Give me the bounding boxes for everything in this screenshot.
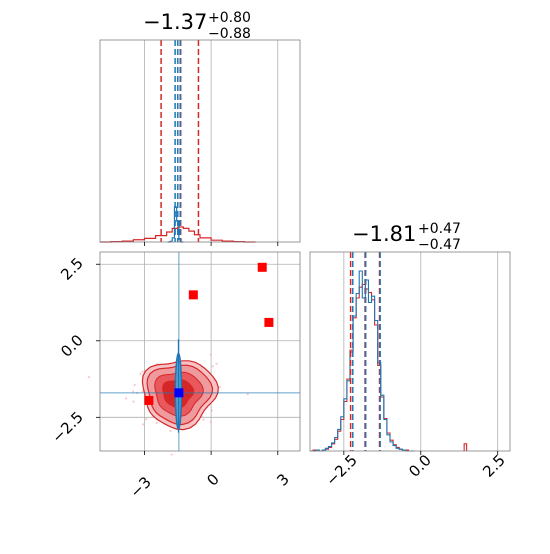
title-param-1-minus: −0.88 [208,26,251,42]
outlier-marker [257,262,267,272]
sample-point [211,365,214,368]
title-param-2-plus: +0.47 [418,221,461,237]
marginal-histogram-param-1 [99,39,301,246]
sample-point [125,397,128,400]
title-param-2-value: −1.81 [352,222,416,246]
sample-point [87,376,91,379]
sample-point [132,400,135,403]
panel-frame [99,251,301,452]
sample-point [155,421,158,424]
contour-ytick-label: 0.0 [57,331,87,361]
title-param-2: −1.81 +0.47 −0.47 [352,221,461,253]
sample-point [141,370,144,373]
marginal-2-xtick-label: −2.5 [322,451,360,489]
contour-xtick-label: −3 [126,473,154,501]
sample-point [215,362,218,365]
histogram-blue [310,270,415,452]
sample-point [218,386,222,389]
contour-xtick-label: 3 [273,470,292,489]
outlier-marker [264,317,274,327]
contour-xtick-label: 0 [203,470,222,489]
histogram-red [100,226,256,243]
true-value-marker [174,388,184,398]
panel-frame [309,251,511,452]
sample-point [209,353,212,356]
sample-point [210,409,214,412]
outlier-marker [144,395,154,405]
marginal-histogram-param-2 [309,251,511,455]
title-param-1-value: −1.37 [143,10,207,34]
contour-panel [87,251,301,456]
title-param-1: −1.37 +0.80 −0.88 [143,10,251,42]
contour-ytick-label: 2.5 [57,254,87,284]
title-param-2-minus: −0.47 [418,237,461,253]
title-param-1-plus: +0.80 [208,10,251,26]
outlier-marker [188,290,198,300]
sample-point [141,390,144,393]
marginal-2-xtick-label: 0.0 [405,451,435,481]
sample-point [133,383,136,387]
sample-point [209,420,212,424]
contour-ytick-label: −2.5 [48,408,86,446]
sample-point [202,418,205,421]
sample-point [246,393,249,396]
sample-point [170,453,173,456]
histogram-outlier-bar [463,443,468,451]
sample-point [139,372,142,375]
marginal-2-xtick-label: 2.5 [479,451,509,481]
sample-point [169,429,172,433]
panel-frame [99,39,301,243]
histogram-red [310,283,415,452]
sample-point [132,390,135,393]
sample-point [142,423,145,426]
sample-point [145,418,148,421]
